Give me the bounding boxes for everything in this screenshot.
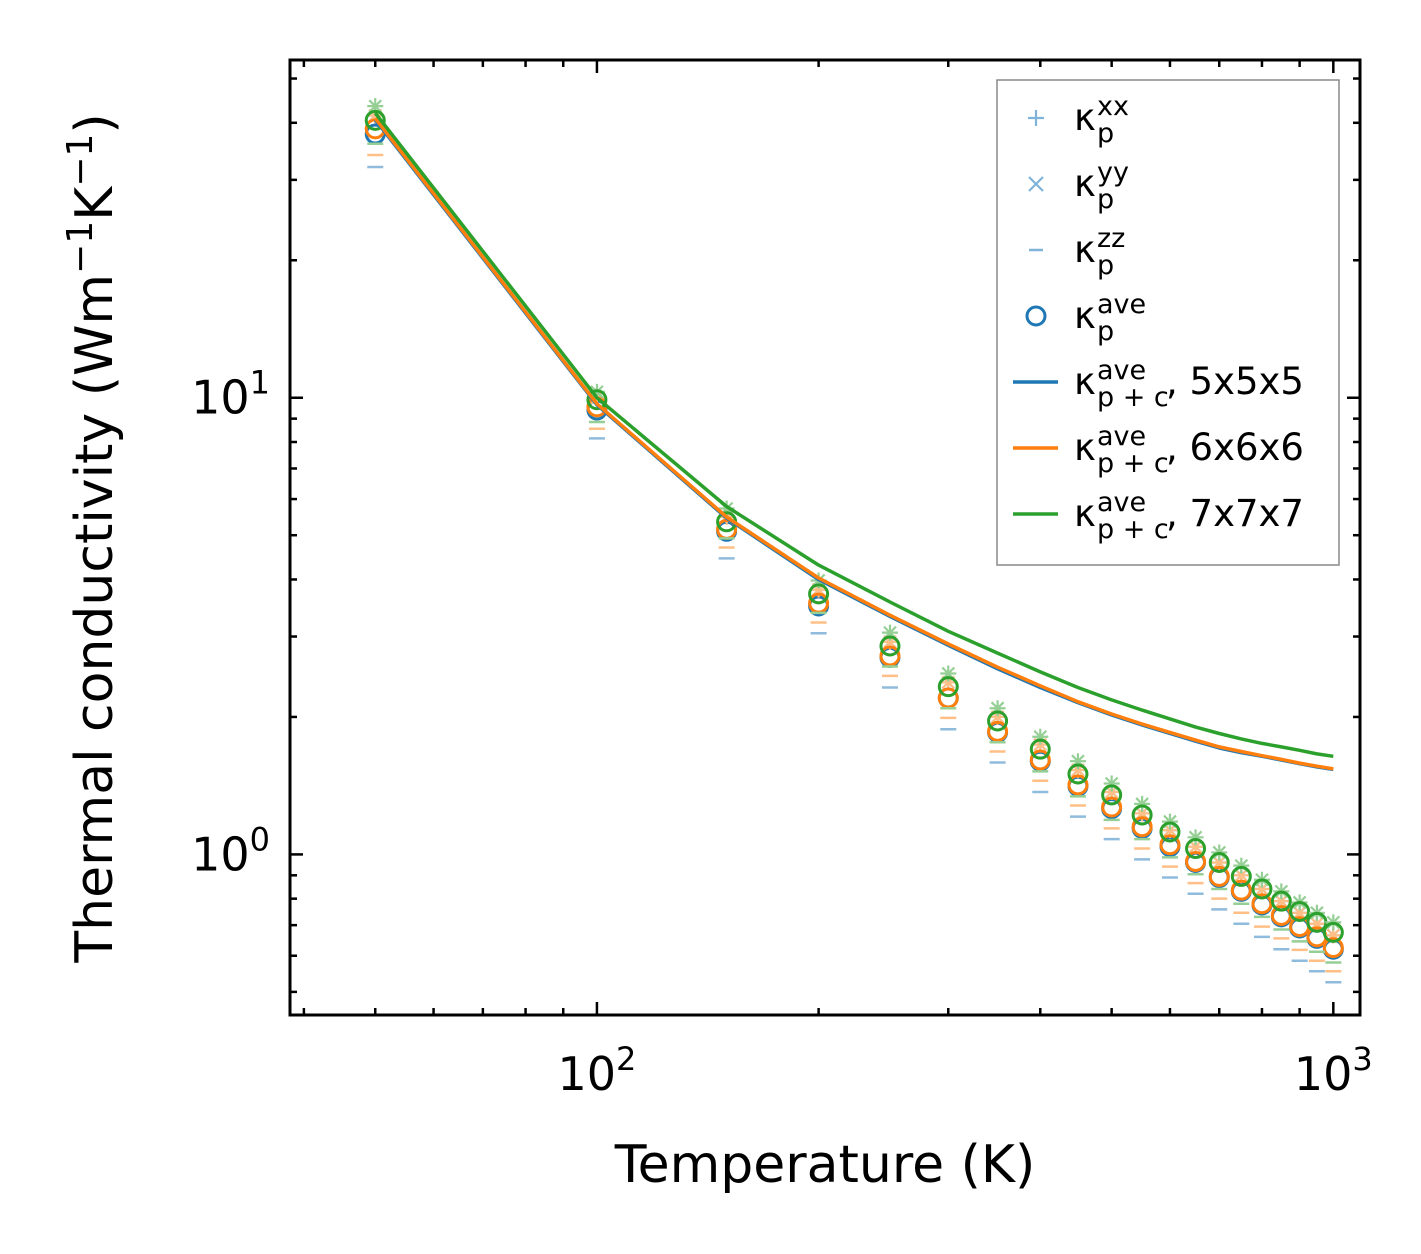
marker-kappa-ave — [1159, 834, 1181, 856]
y-axis-label-close: ) — [65, 113, 125, 133]
marker-kappa-ave — [808, 583, 830, 605]
legend-superscript: ave — [1097, 421, 1146, 452]
marker-kappa-ave — [879, 645, 901, 667]
y-axis-label-main: Thermal conductivity (Wm — [65, 274, 125, 964]
legend-entry-yy: κ yyp — [1028, 157, 1129, 215]
legend-subscript: p — [1097, 316, 1114, 347]
data-lines — [373, 112, 1334, 772]
legend-superscript: ave — [1097, 355, 1146, 386]
plot-frame — [288, 58, 1362, 1017]
legend-symbol: κ — [1074, 492, 1096, 535]
x-tick-label-base: 10 — [1294, 1047, 1353, 1101]
marker-kappa-yy — [1274, 894, 1289, 908]
marker-kappa-ave — [1131, 816, 1153, 838]
marker-kappa-ave — [1131, 804, 1153, 826]
x-axis-label: Temperature (K) — [614, 1135, 1036, 1195]
legend-subscript: p + c — [1097, 514, 1169, 545]
marker-kappa-ave — [1208, 865, 1230, 887]
marker-kappa-ave — [1251, 893, 1273, 915]
marker-kappa-ave — [987, 720, 1009, 742]
marker-kappa-ave — [1185, 838, 1207, 860]
marker-kappa-ave — [1101, 796, 1123, 818]
y-tick-label: 101 — [191, 364, 270, 425]
legend-symbol: κ — [1074, 162, 1096, 205]
y-axis-label-exp2: −1 — [60, 134, 101, 187]
marker-kappa-ave — [1067, 774, 1089, 796]
y-tick-label-base: 10 — [191, 827, 250, 881]
legend-symbol: κ — [1074, 228, 1096, 271]
legend-superscript: zz — [1097, 223, 1125, 254]
legend-superscript: ave — [1097, 289, 1146, 320]
y-axis-label: Thermal conductivity (Wm−1K−1) — [60, 113, 125, 963]
line-kappa-pc-6x6x6 — [373, 117, 1334, 771]
legend-suffix: , 6x6x6 — [1166, 426, 1304, 469]
marker-kappa-yy — [368, 99, 383, 113]
marker-kappa-yy — [1234, 868, 1249, 883]
legend-entry-zz: κ zzp — [1029, 223, 1125, 281]
y-axis-label-exp1: −1 — [60, 221, 101, 274]
legend-box — [996, 79, 1340, 566]
marker-kappa-ave — [879, 635, 901, 657]
marker-kappa-ave — [1270, 890, 1292, 912]
legend-symbol: κ — [1074, 426, 1096, 469]
marker-kappa-ave — [1230, 879, 1252, 901]
marker-kappa-ave — [1185, 850, 1207, 872]
y-tick-label: 100 — [191, 820, 270, 881]
marker-kappa-ave — [1230, 865, 1252, 887]
marker-kappa-ave — [1208, 852, 1230, 874]
legend-entry-xx: κ xxp — [1028, 91, 1129, 149]
x-tick-label-exp: 2 — [616, 1040, 636, 1078]
y-tick-label-exp: 0 — [250, 820, 270, 858]
marker-kappa-ave — [987, 710, 1009, 732]
marker-kappa-ave — [1159, 821, 1181, 843]
marker-kappa-ave — [364, 109, 386, 131]
legend-suffix: , 5x5x5 — [1166, 360, 1304, 403]
legend-subscript: p — [1097, 250, 1114, 281]
marker-kappa-ave — [1289, 900, 1311, 922]
marker-kappa-ave — [1029, 749, 1051, 771]
legend-symbol: κ — [1074, 360, 1096, 403]
legend-plus-icon — [1028, 110, 1044, 126]
marker-kappa-ave — [1322, 937, 1344, 959]
marker-kappa-ave — [1029, 738, 1051, 760]
y-axis-label-mid: K — [65, 185, 125, 221]
marker-kappa-ave — [1251, 878, 1273, 900]
legend-circle-icon — [1025, 305, 1047, 327]
marker-kappa-yy — [1212, 855, 1227, 870]
legend-superscript: xx — [1097, 91, 1129, 122]
legend-symbol: κ — [1074, 96, 1096, 139]
x-tick-label: 102 — [557, 1040, 636, 1101]
marker-kappa-ave — [1322, 921, 1344, 943]
line-kappa-pc-7x7x7 — [373, 112, 1334, 759]
legend-symbol: κ — [1074, 294, 1096, 337]
marker-kappa-ave — [937, 676, 959, 698]
marker-kappa-yy — [1292, 906, 1307, 920]
y-tick-label-base: 10 — [191, 371, 250, 425]
x-tick-label-exp: 3 — [1352, 1040, 1372, 1078]
major-ticks — [290, 60, 1360, 1015]
legend-superscript: yy — [1097, 157, 1129, 188]
legend-subscript: p + c — [1097, 382, 1169, 413]
marker-kappa-ave — [1101, 784, 1123, 806]
legend-cross-icon — [1028, 176, 1044, 192]
legend-superscript: ave — [1097, 487, 1146, 518]
x-tick-label-base: 10 — [557, 1047, 616, 1101]
legend-subscript: p — [1097, 118, 1114, 149]
legend-suffix: , 7x7x7 — [1166, 492, 1304, 535]
data-markers — [364, 98, 1344, 984]
marker-kappa-ave — [586, 389, 608, 411]
legend-subscript: p + c — [1097, 448, 1169, 479]
legend-subscript: p — [1097, 184, 1114, 215]
y-tick-label-exp: 1 — [250, 364, 270, 402]
marker-kappa-ave — [1067, 763, 1089, 785]
x-tick-label: 103 — [1294, 1040, 1373, 1101]
